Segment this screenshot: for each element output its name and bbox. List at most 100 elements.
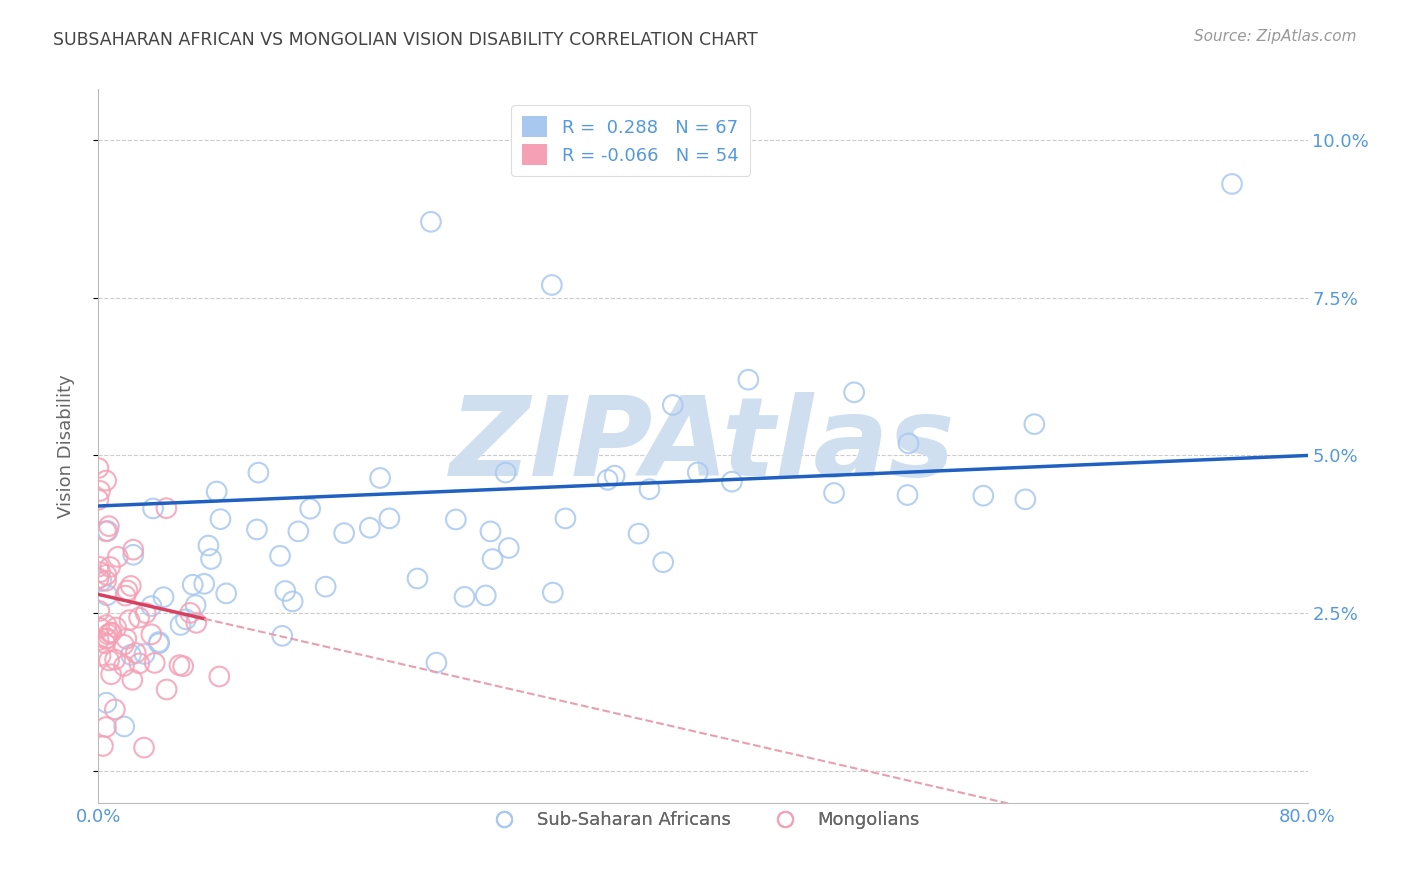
Point — [94, 720, 117, 734]
Point — [972, 489, 994, 503]
Point — [141, 599, 163, 614]
Point — [118, 613, 141, 627]
Point — [184, 598, 207, 612]
Point — [1024, 417, 1046, 432]
Point — [661, 398, 683, 412]
Point — [627, 526, 650, 541]
Point — [148, 635, 170, 649]
Point — [368, 471, 391, 485]
Point — [100, 625, 122, 640]
Point — [1220, 177, 1243, 191]
Point — [105, 621, 128, 635]
Point — [174, 612, 197, 626]
Point — [117, 583, 139, 598]
Point — [87, 492, 110, 507]
Point — [97, 519, 120, 533]
Point — [420, 215, 443, 229]
Point — [844, 385, 866, 400]
Point — [107, 549, 129, 564]
Point — [540, 277, 562, 292]
Point — [737, 373, 759, 387]
Legend: Sub-Saharan Africans, Mongolians: Sub-Saharan Africans, Mongolians — [479, 805, 927, 837]
Point — [134, 647, 156, 661]
Point — [193, 577, 215, 591]
Point — [603, 468, 626, 483]
Point — [271, 629, 294, 643]
Point — [197, 539, 219, 553]
Point — [315, 580, 337, 594]
Point — [94, 636, 117, 650]
Point — [97, 627, 120, 641]
Point — [686, 466, 709, 480]
Point — [112, 659, 135, 673]
Point — [96, 632, 118, 646]
Point — [141, 627, 163, 641]
Point — [114, 589, 136, 603]
Point — [125, 646, 148, 660]
Point — [94, 632, 117, 646]
Point — [120, 648, 142, 662]
Point — [495, 466, 517, 480]
Point — [94, 574, 117, 588]
Point — [122, 542, 145, 557]
Point — [96, 618, 118, 632]
Point — [142, 501, 165, 516]
Point — [481, 552, 503, 566]
Point — [98, 560, 121, 574]
Point — [652, 555, 675, 569]
Point — [96, 588, 118, 602]
Point — [97, 524, 120, 538]
Point — [135, 606, 157, 620]
Point — [246, 523, 269, 537]
Point — [406, 572, 429, 586]
Point — [479, 524, 502, 539]
Point — [104, 652, 127, 666]
Point — [94, 524, 117, 539]
Point — [453, 590, 475, 604]
Point — [475, 589, 498, 603]
Point — [96, 696, 118, 710]
Point — [94, 474, 117, 488]
Point — [247, 466, 270, 480]
Point — [152, 590, 174, 604]
Point — [89, 621, 111, 635]
Point — [208, 669, 231, 683]
Point — [122, 548, 145, 562]
Text: Source: ZipAtlas.com: Source: ZipAtlas.com — [1194, 29, 1357, 44]
Point — [498, 541, 520, 555]
Point — [359, 521, 381, 535]
Point — [281, 594, 304, 608]
Point — [120, 579, 142, 593]
Point — [100, 667, 122, 681]
Point — [98, 653, 121, 667]
Point — [156, 682, 179, 697]
Point — [100, 626, 122, 640]
Point — [169, 618, 191, 632]
Point — [89, 604, 111, 618]
Text: ZIPAtlas: ZIPAtlas — [450, 392, 956, 500]
Point — [172, 659, 194, 673]
Point — [269, 549, 291, 563]
Text: SUBSAHARAN AFRICAN VS MONGOLIAN VISION DISABILITY CORRELATION CHART: SUBSAHARAN AFRICAN VS MONGOLIAN VISION D… — [53, 31, 758, 49]
Point — [90, 574, 112, 588]
Point — [596, 473, 619, 487]
Point — [209, 512, 232, 526]
Point — [91, 739, 114, 753]
Point — [200, 552, 222, 566]
Point — [444, 512, 467, 526]
Point — [115, 632, 138, 646]
Point — [179, 606, 201, 620]
Point — [721, 475, 744, 489]
Point — [186, 615, 208, 630]
Point — [89, 483, 111, 498]
Point — [132, 740, 155, 755]
Point — [205, 484, 228, 499]
Point — [215, 586, 238, 600]
Point — [96, 567, 118, 582]
Point — [89, 565, 111, 579]
Point — [181, 578, 204, 592]
Point — [104, 702, 127, 716]
Point — [1014, 492, 1036, 507]
Point — [299, 501, 322, 516]
Point — [823, 486, 845, 500]
